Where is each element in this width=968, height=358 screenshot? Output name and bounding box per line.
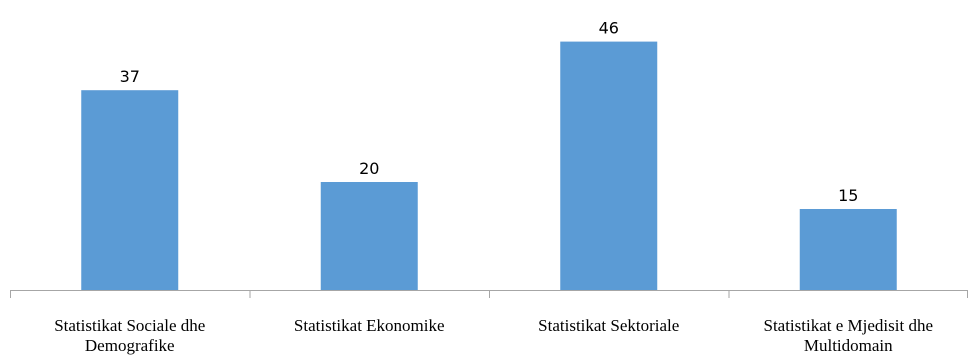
x-tick-label: Statistikat e Mjedisit dhe Multidomain <box>763 316 933 355</box>
x-axis <box>10 290 968 298</box>
bars-layer <box>81 41 897 290</box>
category-labels-layer: Statistikat Sociale dhe Demografike Statis… <box>54 316 933 355</box>
bar <box>799 209 897 290</box>
data-label: 20 <box>359 159 379 178</box>
bar <box>81 90 179 290</box>
x-tick-label: Statistikat Sociale dhe Demografike <box>54 316 205 355</box>
data-label: 46 <box>599 19 619 38</box>
data-label: 37 <box>120 67 140 86</box>
x-tick-label: Statistikat Sektoriale <box>538 316 679 335</box>
value-labels-layer: 37 20 46 15 <box>120 19 859 205</box>
bar <box>320 182 418 290</box>
x-tick-label: Statistikat Ekonomike <box>294 316 445 335</box>
data-label: 15 <box>838 186 858 205</box>
bar <box>560 41 658 290</box>
